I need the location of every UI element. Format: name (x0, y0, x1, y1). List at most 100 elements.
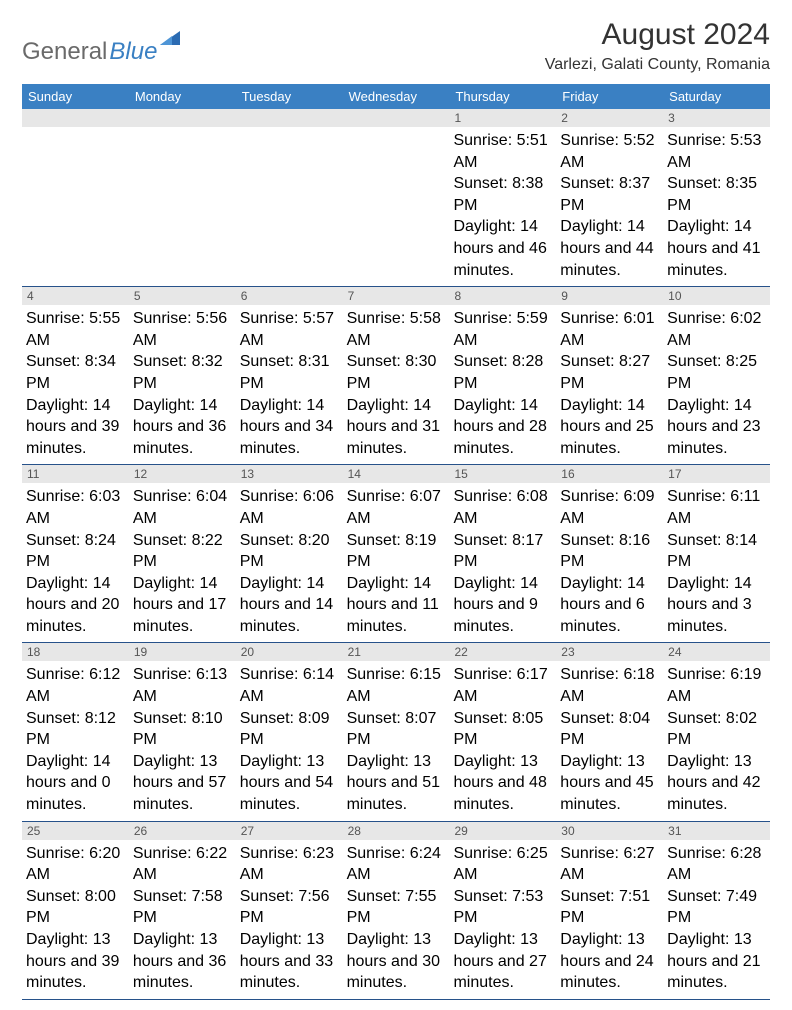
calendar-page: GeneralBlue August 2024 Varlezi, Galati … (0, 0, 792, 1010)
day-number: 3 (663, 109, 770, 127)
day-number: 8 (449, 287, 556, 305)
daybody-row: Sunrise: 6:20 AMSunset: 8:00 PMDaylight:… (22, 840, 770, 999)
daynum-row: 18192021222324 (22, 643, 770, 661)
sunrise-text: Sunrise: 6:11 AM (667, 486, 766, 529)
sunset-text: Sunset: 8:32 PM (133, 351, 232, 394)
day-number: 20 (236, 643, 343, 661)
day-cell: Sunrise: 6:04 AMSunset: 8:22 PMDaylight:… (129, 483, 236, 642)
sunset-text: Sunset: 7:49 PM (667, 886, 766, 929)
weekday-friday: Friday (556, 84, 663, 109)
sunset-text: Sunset: 8:31 PM (240, 351, 339, 394)
sunset-text: Sunset: 8:28 PM (453, 351, 552, 394)
sunrise-text: Sunrise: 6:15 AM (347, 664, 446, 707)
sunrise-text: Sunrise: 5:51 AM (453, 130, 552, 173)
day-cell: Sunrise: 5:59 AMSunset: 8:28 PMDaylight:… (449, 305, 556, 464)
sunrise-text: Sunrise: 6:22 AM (133, 843, 232, 886)
day-cell: Sunrise: 6:17 AMSunset: 8:05 PMDaylight:… (449, 661, 556, 820)
daybody-row: Sunrise: 6:12 AMSunset: 8:12 PMDaylight:… (22, 661, 770, 820)
weekday-saturday: Saturday (663, 84, 770, 109)
day-cell: Sunrise: 6:13 AMSunset: 8:10 PMDaylight:… (129, 661, 236, 820)
day-cell: Sunrise: 5:53 AMSunset: 8:35 PMDaylight:… (663, 127, 770, 286)
weeks-container: 123Sunrise: 5:51 AMSunset: 8:38 PMDaylig… (22, 109, 770, 1000)
daylight-text: Daylight: 14 hours and 39 minutes. (26, 395, 125, 460)
week-row: 11121314151617Sunrise: 6:03 AMSunset: 8:… (22, 465, 770, 643)
sunset-text: Sunset: 7:53 PM (453, 886, 552, 929)
day-cell: Sunrise: 6:01 AMSunset: 8:27 PMDaylight:… (556, 305, 663, 464)
sunset-text: Sunset: 8:14 PM (667, 530, 766, 573)
day-cell: Sunrise: 6:02 AMSunset: 8:25 PMDaylight:… (663, 305, 770, 464)
day-number (236, 109, 343, 127)
day-number (343, 109, 450, 127)
day-cell: Sunrise: 5:52 AMSunset: 8:37 PMDaylight:… (556, 127, 663, 286)
day-number: 28 (343, 822, 450, 840)
day-number: 5 (129, 287, 236, 305)
daylight-text: Daylight: 13 hours and 42 minutes. (667, 751, 766, 816)
day-number: 21 (343, 643, 450, 661)
week-row: 25262728293031Sunrise: 6:20 AMSunset: 8:… (22, 822, 770, 1000)
day-cell: Sunrise: 6:20 AMSunset: 8:00 PMDaylight:… (22, 840, 129, 999)
location-text: Varlezi, Galati County, Romania (545, 56, 770, 74)
day-cell: Sunrise: 6:24 AMSunset: 7:55 PMDaylight:… (343, 840, 450, 999)
day-cell (236, 127, 343, 286)
daynum-row: 25262728293031 (22, 822, 770, 840)
sunrise-text: Sunrise: 6:07 AM (347, 486, 446, 529)
weekday-wednesday: Wednesday (343, 84, 450, 109)
logo: GeneralBlue (22, 18, 180, 66)
day-cell (129, 127, 236, 286)
day-number: 17 (663, 465, 770, 483)
daylight-text: Daylight: 14 hours and 31 minutes. (347, 395, 446, 460)
daylight-text: Daylight: 13 hours and 57 minutes. (133, 751, 232, 816)
daylight-text: Daylight: 13 hours and 21 minutes. (667, 929, 766, 994)
daylight-text: Daylight: 14 hours and 25 minutes. (560, 395, 659, 460)
weekday-header-row: Sunday Monday Tuesday Wednesday Thursday… (22, 84, 770, 109)
daylight-text: Daylight: 13 hours and 27 minutes. (453, 929, 552, 994)
sunrise-text: Sunrise: 5:56 AM (133, 308, 232, 351)
week-row: 45678910Sunrise: 5:55 AMSunset: 8:34 PMD… (22, 287, 770, 465)
day-cell: Sunrise: 6:23 AMSunset: 7:56 PMDaylight:… (236, 840, 343, 999)
sunset-text: Sunset: 8:20 PM (240, 530, 339, 573)
day-number: 23 (556, 643, 663, 661)
logo-text-blue: Blue (109, 38, 157, 66)
sunrise-text: Sunrise: 6:06 AM (240, 486, 339, 529)
sunset-text: Sunset: 8:07 PM (347, 708, 446, 751)
sunset-text: Sunset: 8:24 PM (26, 530, 125, 573)
sunset-text: Sunset: 8:30 PM (347, 351, 446, 394)
daylight-text: Daylight: 14 hours and 41 minutes. (667, 216, 766, 281)
day-number: 2 (556, 109, 663, 127)
daylight-text: Daylight: 14 hours and 23 minutes. (667, 395, 766, 460)
sunrise-text: Sunrise: 6:28 AM (667, 843, 766, 886)
daybody-row: Sunrise: 5:55 AMSunset: 8:34 PMDaylight:… (22, 305, 770, 464)
day-number (129, 109, 236, 127)
daylight-text: Daylight: 14 hours and 44 minutes. (560, 216, 659, 281)
daylight-text: Daylight: 13 hours and 54 minutes. (240, 751, 339, 816)
day-number: 7 (343, 287, 450, 305)
title-block: August 2024 Varlezi, Galati County, Roma… (545, 18, 770, 74)
day-number: 27 (236, 822, 343, 840)
sunrise-text: Sunrise: 6:20 AM (26, 843, 125, 886)
sunrise-text: Sunrise: 6:19 AM (667, 664, 766, 707)
sunset-text: Sunset: 7:58 PM (133, 886, 232, 929)
sunset-text: Sunset: 8:16 PM (560, 530, 659, 573)
day-cell: Sunrise: 6:19 AMSunset: 8:02 PMDaylight:… (663, 661, 770, 820)
daybody-row: Sunrise: 5:51 AMSunset: 8:38 PMDaylight:… (22, 127, 770, 286)
day-cell: Sunrise: 6:15 AMSunset: 8:07 PMDaylight:… (343, 661, 450, 820)
daylight-text: Daylight: 14 hours and 46 minutes. (453, 216, 552, 281)
day-number: 30 (556, 822, 663, 840)
day-cell: Sunrise: 6:22 AMSunset: 7:58 PMDaylight:… (129, 840, 236, 999)
day-cell: Sunrise: 6:03 AMSunset: 8:24 PMDaylight:… (22, 483, 129, 642)
day-number: 15 (449, 465, 556, 483)
sunset-text: Sunset: 8:22 PM (133, 530, 232, 573)
day-cell: Sunrise: 6:08 AMSunset: 8:17 PMDaylight:… (449, 483, 556, 642)
day-number: 31 (663, 822, 770, 840)
sunrise-text: Sunrise: 6:27 AM (560, 843, 659, 886)
day-number: 13 (236, 465, 343, 483)
day-cell: Sunrise: 6:11 AMSunset: 8:14 PMDaylight:… (663, 483, 770, 642)
day-cell (343, 127, 450, 286)
sunrise-text: Sunrise: 6:13 AM (133, 664, 232, 707)
sunrise-text: Sunrise: 6:01 AM (560, 308, 659, 351)
sunrise-text: Sunrise: 6:09 AM (560, 486, 659, 529)
sunset-text: Sunset: 8:10 PM (133, 708, 232, 751)
sunset-text: Sunset: 8:35 PM (667, 173, 766, 216)
page-title: August 2024 (545, 18, 770, 52)
sunrise-text: Sunrise: 5:57 AM (240, 308, 339, 351)
